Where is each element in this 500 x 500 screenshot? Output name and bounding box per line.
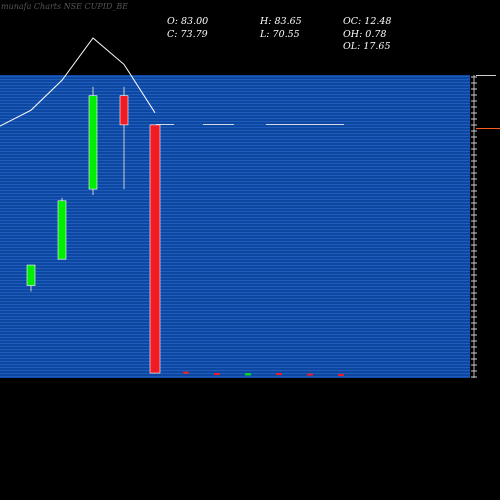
candle-body: [214, 373, 220, 376]
candle-body: [88, 95, 98, 190]
low-value: L: 70.55: [260, 29, 300, 40]
volume-line: [0, 37, 156, 127]
candle: [183, 371, 189, 374]
candle: [338, 373, 344, 376]
open-low-value: OL: 17.65: [343, 41, 391, 52]
candle-body: [338, 373, 344, 376]
candle-body: [276, 373, 282, 376]
candle-body: [149, 124, 161, 374]
candle: [57, 197, 67, 260]
candle-body: [119, 95, 129, 126]
open-close-value: OC: 12.48: [343, 16, 392, 27]
candle: [214, 373, 220, 376]
candle: [149, 124, 161, 374]
chart-watermark: munafa Charts NSE CUPID_BE: [1, 2, 129, 11]
candle: [307, 373, 313, 376]
candle-body: [57, 200, 67, 260]
right-axis: [471, 75, 500, 378]
open-value: O: 83.00: [167, 16, 209, 27]
candle: [245, 373, 251, 376]
candle-body: [26, 264, 36, 286]
candle: [88, 86, 98, 195]
open-high-value: OH: 0.78: [343, 29, 387, 40]
candle-body: [245, 373, 251, 376]
candle-body: [183, 371, 189, 374]
candles-layer: [26, 86, 344, 376]
candle: [276, 373, 282, 376]
panel-stripes: [0, 76, 470, 377]
candle-body: [307, 373, 313, 376]
close-value: C: 73.79: [167, 29, 208, 40]
candle: [26, 264, 36, 292]
volume-line-layer: [0, 37, 344, 127]
high-value: H: 83.65: [260, 16, 302, 27]
candle: [119, 86, 129, 190]
